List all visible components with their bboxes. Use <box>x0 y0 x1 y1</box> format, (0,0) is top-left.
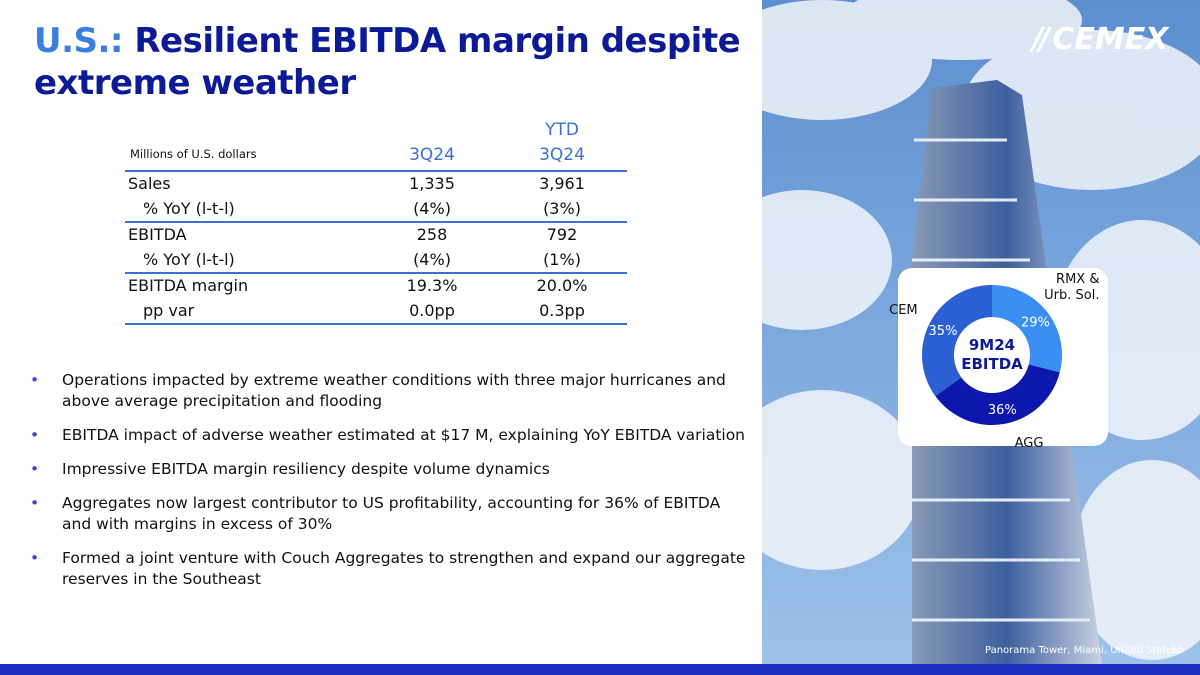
bullet: Operations impacted by extreme weather c… <box>30 370 750 412</box>
donut-segment <box>992 285 1062 373</box>
row-label: EBITDA <box>128 225 187 244</box>
donut-center-label: 9M24 EBITDA <box>961 336 1023 373</box>
cell: 20.0% <box>536 276 588 295</box>
category-label: RMX & Urb. Sol. <box>1044 271 1100 303</box>
value-label: 35% <box>929 324 958 339</box>
slide-title: U.S.: Resilient EBITDA margin despite ex… <box>34 20 754 104</box>
bullet: Aggregates now largest contributor to US… <box>30 493 750 535</box>
column-header: YTD 3Q24 <box>539 120 585 165</box>
category-label: AGG <box>1014 436 1044 452</box>
row-label: EBITDA margin <box>128 276 249 295</box>
cell: (3%) <box>543 198 581 218</box>
donut-segment <box>922 285 992 397</box>
cell: 3,961 <box>539 174 585 193</box>
title-text: Resilient EBITDA margin despite extreme … <box>34 21 741 103</box>
title-prefix: U.S.: <box>34 21 124 61</box>
table-row: % YoY (l-t-l) (4%) (3%) <box>125 197 627 223</box>
table-row: EBITDA 258 792 <box>125 223 627 248</box>
table-row: pp var 0.0pp 0.3pp <box>125 299 627 325</box>
table: Millions of U.S. dollars 3Q24 YTD 3Q24 Sale… <box>125 118 627 325</box>
bullet-list: Operations impacted by extreme weather c… <box>30 370 750 603</box>
cell: (4%) <box>413 198 451 218</box>
value-label: 36% <box>988 403 1017 418</box>
photo-caption: Panorama Tower, Miami, United States <box>985 645 1178 656</box>
row-label: pp var <box>143 300 195 320</box>
unit-label: Millions of U.S. dollars <box>130 147 257 161</box>
row-label: Sales <box>128 174 171 193</box>
column-header: 3Q24 <box>409 145 455 165</box>
page-number: 16 <box>1170 643 1184 656</box>
photo <box>762 0 1200 664</box>
logo-text: CEMEX <box>1052 22 1169 57</box>
category-label: CEM <box>889 302 918 318</box>
table-row: EBITDA margin 19.3% 20.0% <box>125 274 627 299</box>
cell: (1%) <box>543 249 581 269</box>
footer-bar <box>0 664 1200 675</box>
row-label: % YoY (l-t-l) <box>143 249 235 269</box>
table-row: % YoY (l-t-l) (4%) (1%) <box>125 248 627 274</box>
bullet: EBITDA impact of adverse weather estimat… <box>30 425 750 446</box>
cell: 19.3% <box>406 276 458 295</box>
value-label: 29% <box>1021 315 1050 330</box>
table-header: Millions of U.S. dollars 3Q24 YTD 3Q24 <box>125 118 627 172</box>
cell: 792 <box>546 225 578 244</box>
donut-segment <box>935 364 1060 425</box>
logo: // CEMEX <box>1032 22 1169 57</box>
table-row: Sales 1,335 3,961 <box>125 172 627 197</box>
row-label: % YoY (l-t-l) <box>143 198 235 218</box>
cell: 1,335 <box>409 174 455 193</box>
cell: 0.0pp <box>409 300 455 320</box>
cell: 258 <box>416 225 448 244</box>
donut-chart: 29% 36% 35% <box>922 285 1062 425</box>
bullet: Impressive EBITDA margin resiliency desp… <box>30 459 750 480</box>
cell: 0.3pp <box>539 300 585 320</box>
cell: (4%) <box>413 249 451 269</box>
bullet: Formed a joint venture with Couch Aggreg… <box>30 548 750 590</box>
